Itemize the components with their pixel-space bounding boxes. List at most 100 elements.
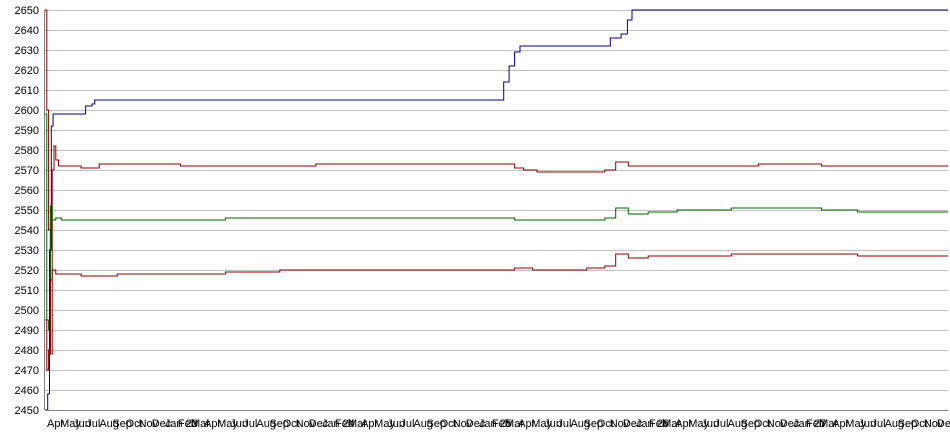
x-tick-label: Nov [924,418,944,430]
x-tick-label: Jun [73,418,91,430]
x-tick-label: Feb [649,418,668,430]
y-tick-label: 2610 [15,85,39,97]
y-tick-label: 2650 [15,5,39,17]
x-tick-label: Apr [675,418,692,430]
x-tick-label: Jul [243,418,257,430]
x-tick-label: Jun [544,418,562,430]
y-tick-label: 2600 [15,105,39,117]
x-tick-label: Jan 27 [793,418,826,430]
x-tick-label: Apr [47,418,64,430]
x-tick-label: Mar [819,418,838,430]
y-tick-label: 2490 [15,325,39,337]
x-tick-label: Feb [806,418,825,430]
y-tick-label: 2510 [15,285,39,297]
y-tick-label: 2520 [15,265,39,277]
x-tick-label: Sep [112,418,132,430]
x-tick-label: Feb [178,418,197,430]
x-tick-label: Oct [126,418,143,430]
x-tick-label: May [845,418,866,430]
y-tick-label: 2540 [15,225,39,237]
x-tick-label: Jan 23 [165,418,198,430]
x-tick-label: Aug [413,418,433,430]
x-tick-label: Aug [728,418,748,430]
x-tick-label: May [60,418,81,430]
x-tick-label: May [217,418,238,430]
y-tick-label: 2640 [15,25,39,37]
x-tick-label: May [688,418,709,430]
x-tick-label: Sep [898,418,918,430]
x-tick-label: Oct [754,418,771,430]
series-line-1 [45,9,948,411]
x-tick-label: Aug [99,418,119,430]
x-tick-label: Nov [610,418,630,430]
x-tick-label: May [374,418,395,430]
x-tick-label: Oct [440,418,457,430]
x-tick-label: Jul [557,418,571,430]
y-tick-label: 2620 [15,65,39,77]
x-tick-label: Aug [570,418,590,430]
x-tick-label: Mar [662,418,681,430]
x-tick-label: Mar [348,418,367,430]
x-tick-label: Jan 24 [322,418,355,430]
y-tick-label: 2450 [15,405,39,417]
x-tick-label: Jul [86,418,100,430]
x-tick-label: Sep [741,418,761,430]
x-tick-label: Jun [387,418,405,430]
x-tick-label: Jun [858,418,876,430]
x-tick-label: Dec [937,418,950,430]
x-tick-label: Dec [309,418,329,430]
x-tick-label: Apr [361,418,378,430]
x-tick-label: Apr [832,418,849,430]
y-tick-label: 2590 [15,125,39,137]
x-tick-label: Dec [623,418,643,430]
y-tick-label: 2500 [15,305,39,317]
x-tick-label: Oct [597,418,614,430]
x-tick-label: Jul [871,418,885,430]
x-tick-label: Sep [427,418,447,430]
x-tick-label: Mar [191,418,210,430]
x-tick-label: Jan 26 [636,418,669,430]
series-lines [45,9,948,411]
x-tick-label: Sep [584,418,604,430]
x-tick-label: May [531,418,552,430]
x-tick-label: Jun [230,418,248,430]
x-tick-label: Oct [283,418,300,430]
x-tick-label: Nov [139,418,159,430]
x-tick-label: Feb [335,418,354,430]
y-tick-label: 2580 [15,145,39,157]
x-tick-label: Jul [714,418,728,430]
series-line-2 [45,9,948,355]
series-line-3 [45,113,948,331]
x-tick-label: Sep [269,418,289,430]
y-tick-label: 2480 [15,345,39,357]
gridlines [45,10,948,411]
x-tick-label: Apr [204,418,221,430]
x-tick-label: Feb [492,418,511,430]
y-tick-label: 2560 [15,185,39,197]
x-tick-label: Oct [911,418,928,430]
x-tick-label: Nov [453,418,473,430]
x-tick-label: Dec [780,418,800,430]
x-tick-label: Aug [256,418,276,430]
y-tick-label: 2530 [15,245,39,257]
x-tick-label: Jun [701,418,719,430]
y-tick-label: 2570 [15,165,39,177]
x-tick-label: Nov [296,418,316,430]
x-tick-label: Mar [505,418,524,430]
x-tick-label: Jul [400,418,414,430]
x-tick-label: Aug [885,418,905,430]
y-tick-label: 2460 [15,385,39,397]
series-line-4 [45,253,948,371]
x-tick-label: Nov [767,418,787,430]
x-tick-label: Dec [152,418,172,430]
x-tick-label: Dec [466,418,486,430]
x-tick-label: Jan 25 [479,418,512,430]
y-tick-labels: 2450 2460 2470 2480 2490 2500 2510 2520 2530 2540… [15,5,39,417]
y-tick-label: 2470 [15,365,39,377]
y-tick-label: 2630 [15,45,39,57]
y-tick-label: 2550 [15,205,39,217]
x-tick-label: Apr [518,418,535,430]
